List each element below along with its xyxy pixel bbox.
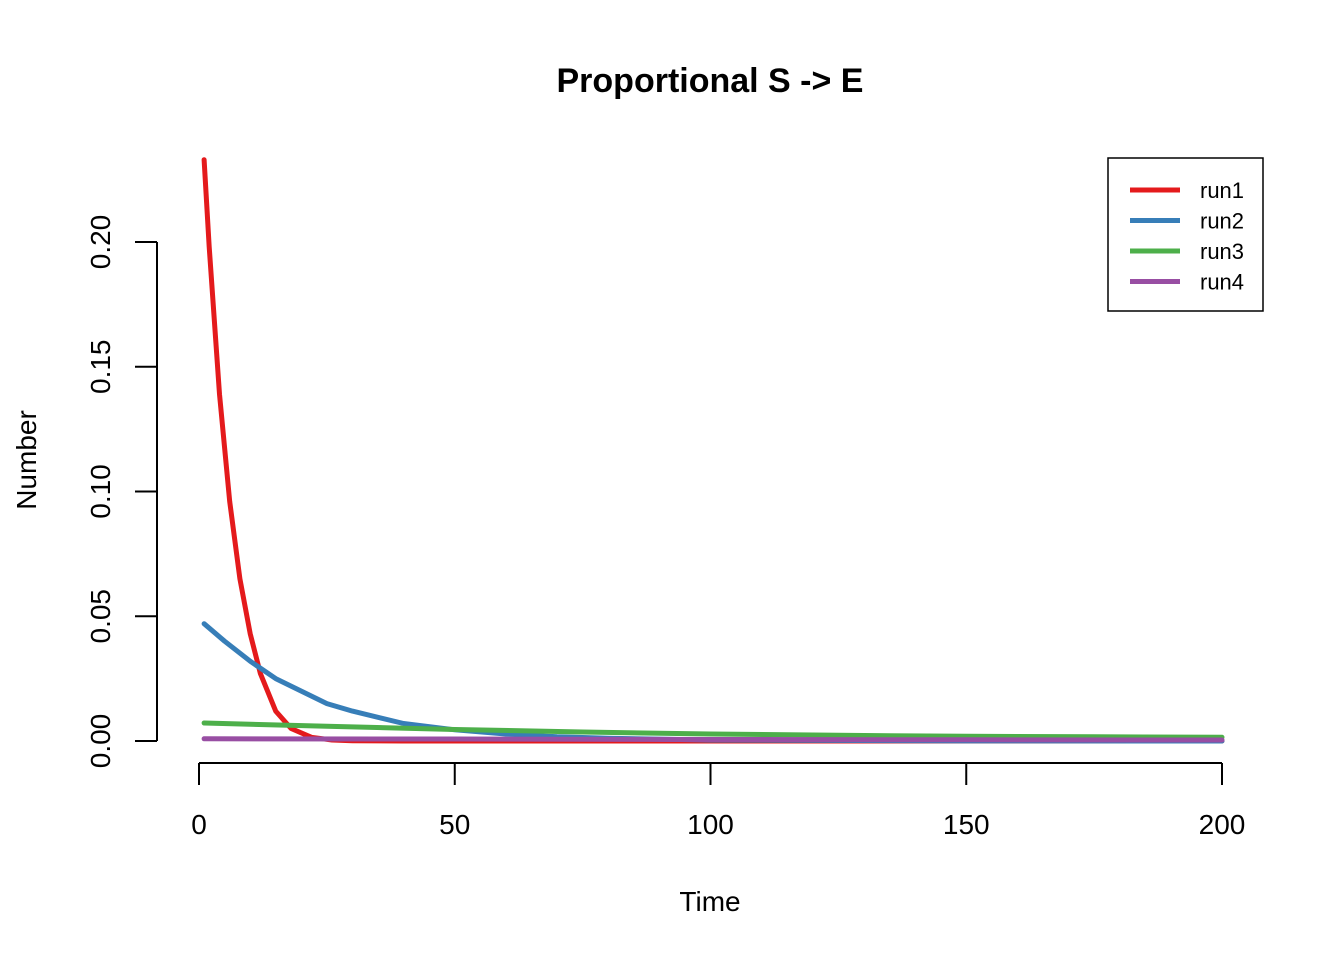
- legend-label-run4: run4: [1200, 270, 1244, 295]
- x-axis: 0 50 100 150 200: [191, 763, 1245, 840]
- y-tick-label: 0.15: [85, 340, 116, 395]
- legend-label-run3: run3: [1200, 239, 1244, 264]
- legend-label-run1: run1: [1200, 178, 1244, 203]
- series-layer: [201, 157, 1225, 744]
- series-line-run2: [201, 621, 1225, 744]
- x-tick-label: 150: [943, 809, 990, 840]
- y-tick-label: 0.05: [85, 589, 116, 644]
- y-tick-label: 0.10: [85, 464, 116, 519]
- x-tick-label: 200: [1199, 809, 1246, 840]
- series-line-run3: [201, 720, 1225, 740]
- y-tick-label: 0.20: [85, 215, 116, 270]
- legend: run1 run2 run3 run4: [1107, 157, 1264, 312]
- y-axis-label: Number: [11, 410, 42, 510]
- series-line-run1: [201, 157, 1225, 744]
- chart-title: Proportional S -> E: [557, 62, 864, 100]
- legend-label-run2: run2: [1200, 209, 1244, 234]
- x-tick-label: 100: [687, 809, 734, 840]
- y-tick-label: 0.00: [85, 714, 116, 769]
- x-tick-label: 50: [439, 809, 470, 840]
- y-axis: 0.00 0.05 0.10 0.15 0.20: [85, 215, 157, 769]
- x-tick-label: 0: [191, 809, 207, 840]
- series-line-run4: [201, 736, 1225, 743]
- legend-box: [1107, 157, 1264, 312]
- x-axis-label: Time: [679, 886, 740, 917]
